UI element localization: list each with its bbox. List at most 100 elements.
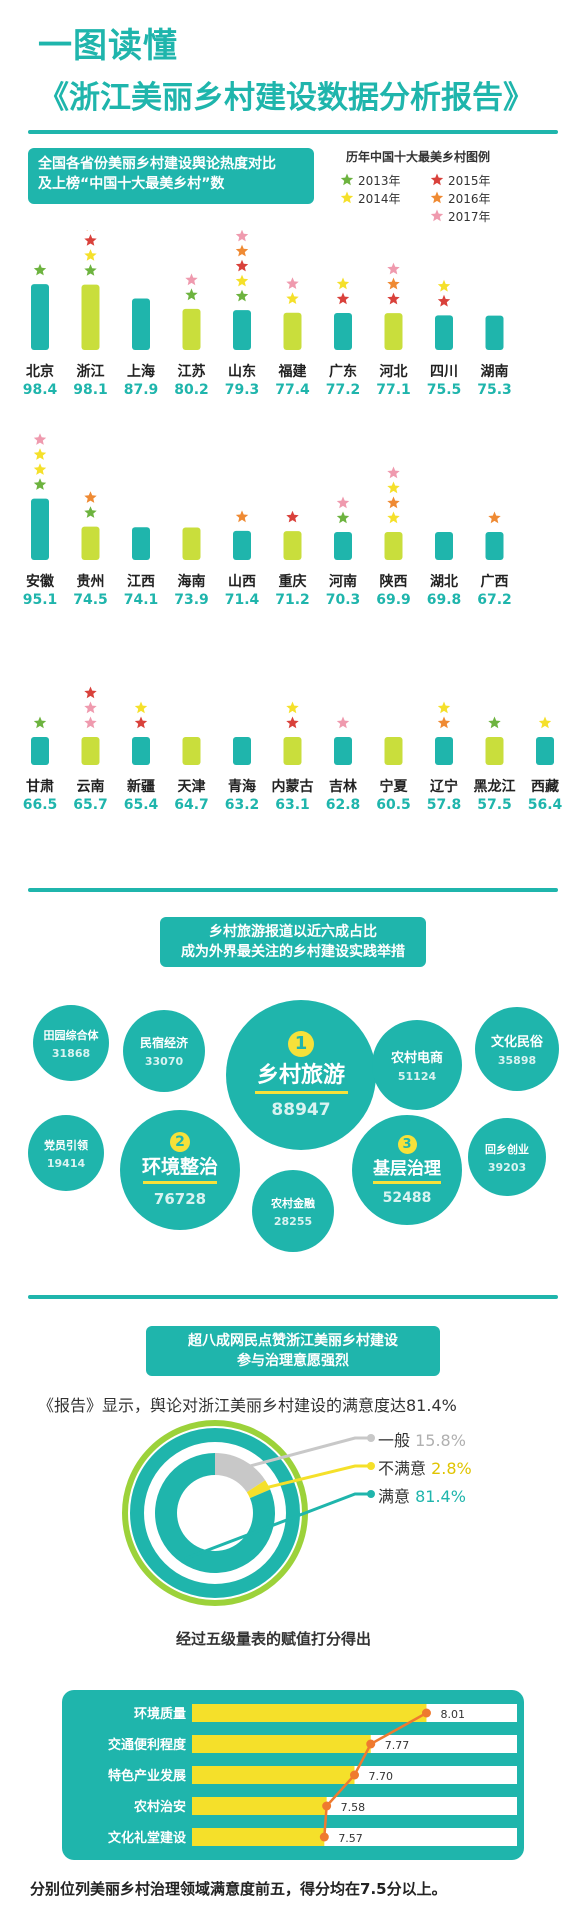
value-label: 64.7 xyxy=(174,797,209,813)
star-icon xyxy=(235,274,249,287)
star-icon xyxy=(336,496,350,509)
star-icon xyxy=(235,259,249,272)
bubble-基层治理: 3 基层治理 52488 xyxy=(352,1115,462,1225)
bubble-label: 农村金融 xyxy=(271,1196,315,1210)
underline xyxy=(254,1090,348,1094)
bubble-label: 农村电商 xyxy=(390,1051,443,1066)
star-icon xyxy=(286,510,299,523)
category-label: 四川 xyxy=(430,364,458,380)
score-point xyxy=(366,1739,376,1749)
pie-label-一般: 一般 15.8% xyxy=(378,1427,466,1451)
legend-year: 2013年 xyxy=(358,174,401,188)
category-label: 江西 xyxy=(127,573,155,590)
star-icon xyxy=(134,701,148,714)
star-icon xyxy=(430,191,444,204)
value-label: 74.5 xyxy=(73,592,108,608)
value-label: 77.1 xyxy=(376,382,411,398)
star-icon xyxy=(387,262,400,275)
category-label: 福建 xyxy=(278,363,307,380)
section1-title-line2: 及上榜“中国十大最美乡村”数 xyxy=(38,176,225,192)
value-label: 80.2 xyxy=(174,382,209,398)
category-label: 内蒙古 xyxy=(272,778,314,795)
underline xyxy=(142,1181,218,1184)
legend-year: 2016年 xyxy=(448,192,491,206)
bar xyxy=(182,308,201,350)
section2-title-line2: 成为外界最关注的乡村建设实践举措 xyxy=(181,944,405,960)
bar xyxy=(132,737,150,765)
bubble-value: 35898 xyxy=(497,1054,537,1067)
category-label: 辽宁 xyxy=(430,778,458,795)
category-label: 新疆 xyxy=(127,778,155,795)
score-chart: 环境质量 8.01 交通便利程度 7.77 特色产业发展 7.70 农村治安 7.58 文化礼堂… xyxy=(108,1704,517,1846)
bubble-value: 51124 xyxy=(397,1070,437,1083)
bar xyxy=(283,312,302,350)
star-icon xyxy=(437,701,451,714)
satisfaction-donut xyxy=(122,1420,375,1606)
bubble-农村金融: 农村金融 28255 xyxy=(252,1170,334,1252)
star-icon xyxy=(86,230,95,231)
section3-title: 超八成网民点赞浙江美丽乡村建设 参与治理意愿强烈 xyxy=(146,1326,440,1376)
bar xyxy=(485,532,504,560)
star-icon xyxy=(33,463,47,475)
divider xyxy=(28,1295,558,1299)
star-icon xyxy=(430,209,444,222)
value-label: 63.1 xyxy=(275,797,310,813)
star-icon xyxy=(387,481,400,494)
star-icon xyxy=(84,506,97,518)
bubble-value: 39203 xyxy=(487,1160,527,1174)
bubble-value: 28255 xyxy=(273,1214,313,1228)
score-bar xyxy=(192,1735,371,1753)
bar xyxy=(81,284,100,350)
bubble-文化民俗: 文化民俗 35898 xyxy=(475,1007,559,1091)
rank-badge: 3 xyxy=(397,1134,417,1154)
score-bar xyxy=(192,1704,427,1722)
bubble-农村电商: 农村电商 51124 xyxy=(372,1020,462,1110)
bar xyxy=(435,315,453,350)
bubble-value: 31868 xyxy=(51,1046,91,1060)
value-label: 69.8 xyxy=(427,592,462,608)
section2-title: 乡村旅游报道以近六成占比 成为外界最关注的乡村建设实践举措 xyxy=(160,917,426,967)
value-label: 60.5 xyxy=(376,797,411,813)
category-label: 山西 xyxy=(228,574,256,590)
legend-year: 2015年 xyxy=(448,174,491,188)
page-subtitle: 《浙江美丽乡村建设数据分析报告》 xyxy=(38,80,534,116)
star-icon xyxy=(340,191,354,204)
score-value: 7.77 xyxy=(385,1739,410,1752)
star-icon xyxy=(336,511,350,524)
bubble-value: 88947 xyxy=(271,1099,331,1120)
bubble-label: 文化民俗 xyxy=(490,1035,543,1050)
satisfaction-sentence: 《报告》显示，舆论对浙江美丽乡村建设的满意度达81.4% xyxy=(38,1396,457,1415)
star-icon xyxy=(84,249,97,261)
section3-title-line1: 超八成网民点赞浙江美丽乡村建设 xyxy=(188,1333,398,1349)
leader-line xyxy=(184,1492,371,1561)
star-icon xyxy=(235,510,249,523)
bar xyxy=(182,527,201,560)
legend-item-2017年: 2017年 xyxy=(430,208,491,225)
score-value: 7.58 xyxy=(341,1801,366,1814)
category-label: 贵州 xyxy=(77,573,105,590)
bar xyxy=(31,498,49,560)
pie-label-text: 满意 xyxy=(378,1487,416,1506)
bar xyxy=(233,737,251,765)
pie-value: 15.8% xyxy=(415,1431,466,1450)
star-icon xyxy=(488,716,501,729)
bar xyxy=(485,315,504,350)
bar xyxy=(384,532,403,560)
star-icon xyxy=(84,491,97,503)
value-label: 77.4 xyxy=(275,382,310,398)
value-label: 95.1 xyxy=(23,592,58,608)
bubble-value: 76728 xyxy=(153,1190,207,1208)
section2-title-line1: 乡村旅游报道以近六成占比 xyxy=(209,924,377,940)
score-value: 7.70 xyxy=(369,1770,394,1783)
bar xyxy=(384,313,403,350)
star-icon xyxy=(387,277,400,290)
legend-item-2015年: 2015年 xyxy=(430,172,491,189)
bubble-环境整治: 2 环境整治 76728 xyxy=(120,1110,240,1230)
value-label: 75.3 xyxy=(477,382,512,398)
star-icon xyxy=(235,230,249,242)
star-icon xyxy=(33,263,47,276)
star-icon xyxy=(430,173,444,186)
value-label: 98.4 xyxy=(23,382,58,398)
value-label: 57.5 xyxy=(477,797,512,813)
star-icon xyxy=(340,173,354,186)
